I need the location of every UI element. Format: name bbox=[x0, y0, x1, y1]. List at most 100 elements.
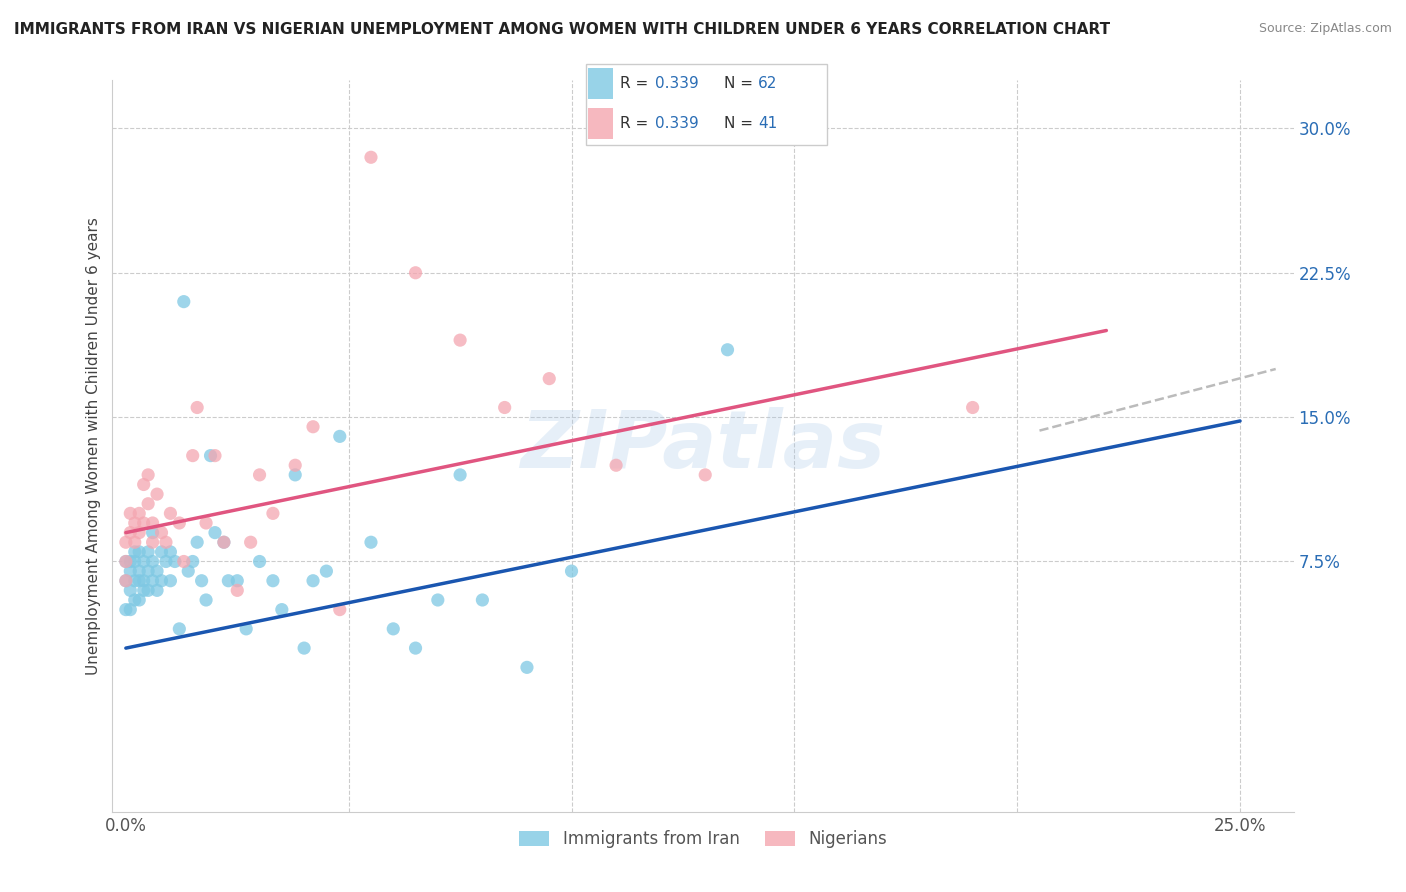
Point bbox=[124, 535, 146, 549]
Point bbox=[124, 516, 146, 530]
Point bbox=[124, 593, 146, 607]
Point bbox=[132, 574, 155, 588]
Text: IMMIGRANTS FROM IRAN VS NIGERIAN UNEMPLOYMENT AMONG WOMEN WITH CHILDREN UNDER 6 : IMMIGRANTS FROM IRAN VS NIGERIAN UNEMPLO… bbox=[14, 22, 1111, 37]
Point bbox=[124, 574, 146, 588]
Point bbox=[560, 564, 582, 578]
Point bbox=[181, 449, 204, 463]
Point bbox=[115, 554, 138, 568]
Point bbox=[270, 602, 292, 616]
Point bbox=[150, 574, 173, 588]
Point bbox=[262, 507, 284, 521]
Point bbox=[150, 545, 173, 559]
Point bbox=[173, 554, 195, 568]
Point bbox=[200, 449, 222, 463]
Point bbox=[173, 294, 195, 309]
Point bbox=[284, 467, 307, 482]
Point bbox=[449, 333, 471, 347]
Point bbox=[494, 401, 516, 415]
Point bbox=[146, 583, 169, 598]
Point bbox=[120, 564, 142, 578]
Point bbox=[155, 554, 177, 568]
Point bbox=[120, 583, 142, 598]
Point bbox=[120, 554, 142, 568]
Point bbox=[695, 467, 717, 482]
Text: N =: N = bbox=[724, 116, 758, 131]
Point bbox=[159, 574, 181, 588]
Point bbox=[136, 564, 159, 578]
Point bbox=[302, 574, 325, 588]
Point bbox=[169, 516, 191, 530]
Point bbox=[146, 487, 169, 501]
Point bbox=[136, 545, 159, 559]
Text: 41: 41 bbox=[758, 116, 778, 131]
Point bbox=[405, 641, 427, 656]
Point bbox=[115, 574, 138, 588]
Point bbox=[136, 583, 159, 598]
Point bbox=[186, 535, 208, 549]
Point bbox=[128, 593, 150, 607]
Point bbox=[249, 467, 271, 482]
Point bbox=[132, 477, 155, 491]
Point bbox=[302, 419, 325, 434]
Point bbox=[128, 574, 150, 588]
Point bbox=[235, 622, 257, 636]
Point bbox=[538, 371, 561, 385]
Point bbox=[249, 554, 271, 568]
Point bbox=[142, 535, 165, 549]
Text: Source: ZipAtlas.com: Source: ZipAtlas.com bbox=[1258, 22, 1392, 36]
Point bbox=[329, 429, 352, 443]
Point bbox=[239, 535, 262, 549]
Point bbox=[716, 343, 738, 357]
Point bbox=[382, 622, 405, 636]
Point bbox=[449, 467, 471, 482]
Point bbox=[115, 574, 138, 588]
Point bbox=[186, 401, 208, 415]
Point bbox=[120, 507, 142, 521]
Point bbox=[155, 535, 177, 549]
Point bbox=[159, 545, 181, 559]
Point bbox=[169, 622, 191, 636]
Point bbox=[217, 574, 239, 588]
Point bbox=[962, 401, 984, 415]
Point bbox=[124, 545, 146, 559]
Text: 0.339: 0.339 bbox=[655, 76, 699, 91]
Point bbox=[115, 602, 138, 616]
Text: N =: N = bbox=[724, 76, 758, 91]
Point bbox=[120, 602, 142, 616]
FancyBboxPatch shape bbox=[586, 64, 827, 145]
Point bbox=[426, 593, 449, 607]
Point bbox=[120, 525, 142, 540]
Text: 0.339: 0.339 bbox=[655, 116, 699, 131]
Point bbox=[128, 525, 150, 540]
Point bbox=[159, 507, 181, 521]
Text: R =: R = bbox=[620, 76, 654, 91]
Point bbox=[132, 554, 155, 568]
Legend: Immigrants from Iran, Nigerians: Immigrants from Iran, Nigerians bbox=[513, 823, 893, 855]
Point bbox=[212, 535, 235, 549]
Point bbox=[142, 574, 165, 588]
Point bbox=[195, 593, 218, 607]
Point bbox=[124, 554, 146, 568]
Point bbox=[360, 150, 382, 164]
Point bbox=[516, 660, 538, 674]
Y-axis label: Unemployment Among Women with Children Under 6 years: Unemployment Among Women with Children U… bbox=[86, 217, 101, 675]
Point bbox=[284, 458, 307, 473]
Point bbox=[315, 564, 337, 578]
Point bbox=[471, 593, 494, 607]
Text: ZIPatlas: ZIPatlas bbox=[520, 407, 886, 485]
Point bbox=[226, 583, 249, 598]
Point bbox=[212, 535, 235, 549]
Point bbox=[226, 574, 249, 588]
Point bbox=[136, 467, 159, 482]
Point bbox=[132, 583, 155, 598]
Point bbox=[128, 507, 150, 521]
Point bbox=[115, 535, 138, 549]
Point bbox=[128, 545, 150, 559]
Point bbox=[142, 516, 165, 530]
Text: 62: 62 bbox=[758, 76, 778, 91]
Point bbox=[142, 554, 165, 568]
Point bbox=[204, 525, 226, 540]
Point bbox=[181, 554, 204, 568]
Point bbox=[605, 458, 627, 473]
Point bbox=[150, 525, 173, 540]
